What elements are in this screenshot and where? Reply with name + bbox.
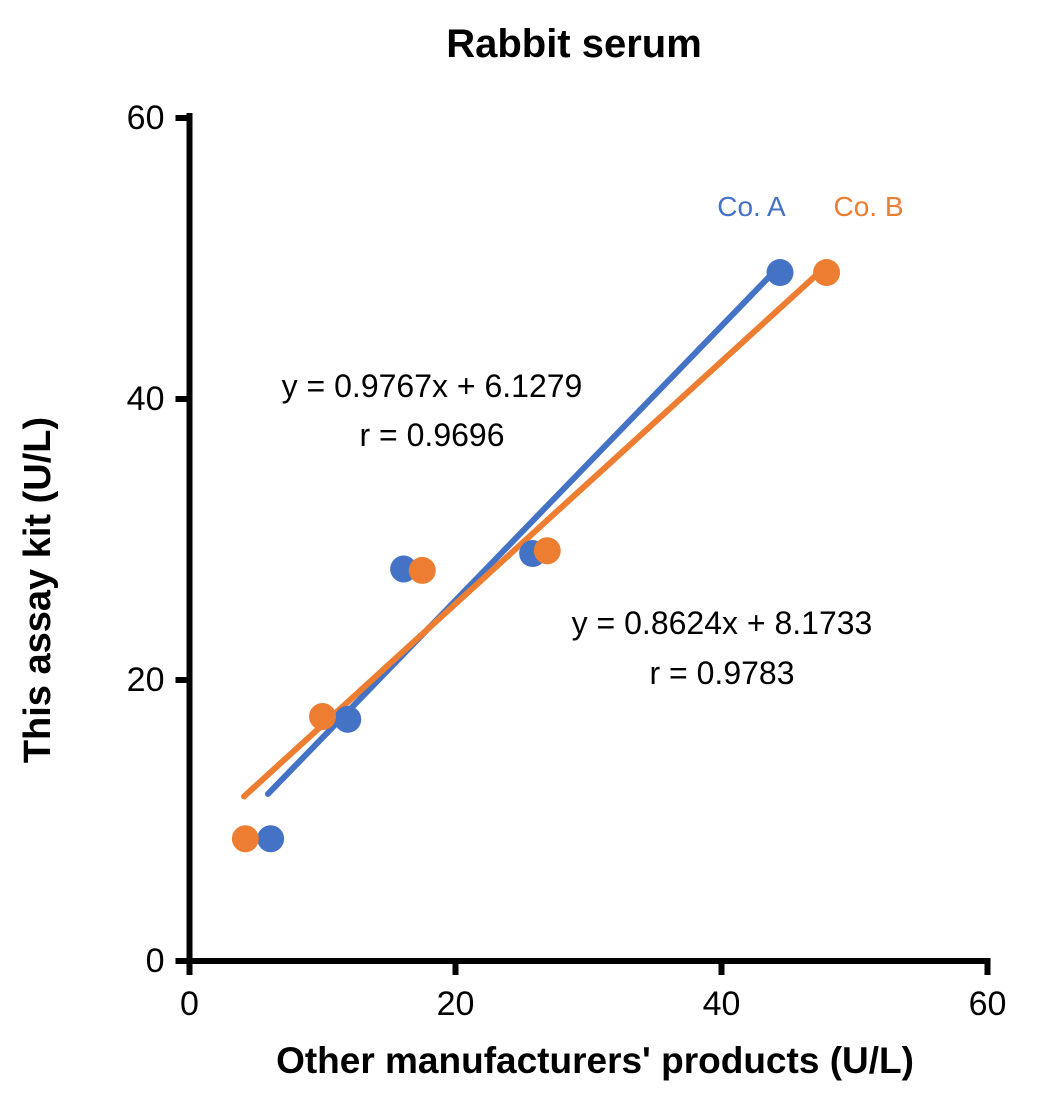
y-axis-label: This assay kit (U/L)	[17, 416, 59, 764]
x-axis-tick-label: 20	[437, 985, 475, 1023]
series-b-r-value: r = 0.9783	[649, 655, 795, 691]
series-b-point	[533, 537, 561, 565]
series-b-point	[408, 556, 436, 584]
series-a-point	[257, 825, 285, 853]
legend-label-series-a: Co. A	[717, 191, 786, 222]
series-b-point	[813, 259, 841, 287]
series-a-point	[334, 705, 362, 733]
series-b-point	[309, 703, 336, 731]
series-a-equation: y = 0.9767x + 6.1279	[281, 368, 583, 404]
series-b-point	[231, 825, 259, 853]
x-axis-tick-label: 40	[703, 985, 741, 1023]
y-axis-tick-label: 20	[127, 661, 165, 699]
chart-title: Rabbit serum	[446, 22, 702, 66]
x-axis-tick-label: 60	[969, 985, 1007, 1023]
legend-label-series-b: Co. B	[833, 191, 904, 222]
y-axis-tick-label: 40	[127, 380, 165, 418]
series-a-annotation: y = 0.9767x + 6.1279 r = 0.9696	[252, 362, 612, 460]
series-a-r-value: r = 0.9696	[359, 417, 505, 453]
series-b-annotation: y = 0.8624x + 8.1733 r = 0.9783	[542, 598, 902, 698]
y-axis-tick-label: 0	[146, 942, 165, 980]
series-a-point	[766, 259, 794, 287]
series-a-trendline	[264, 262, 784, 797]
x-axis-label: Other manufacturers' products (U/L)	[276, 1040, 914, 1081]
y-axis-tick-label: 60	[127, 99, 165, 137]
x-axis-tick-label: 0	[180, 985, 199, 1023]
series-b-equation: y = 0.8624x + 8.1733	[571, 605, 873, 641]
